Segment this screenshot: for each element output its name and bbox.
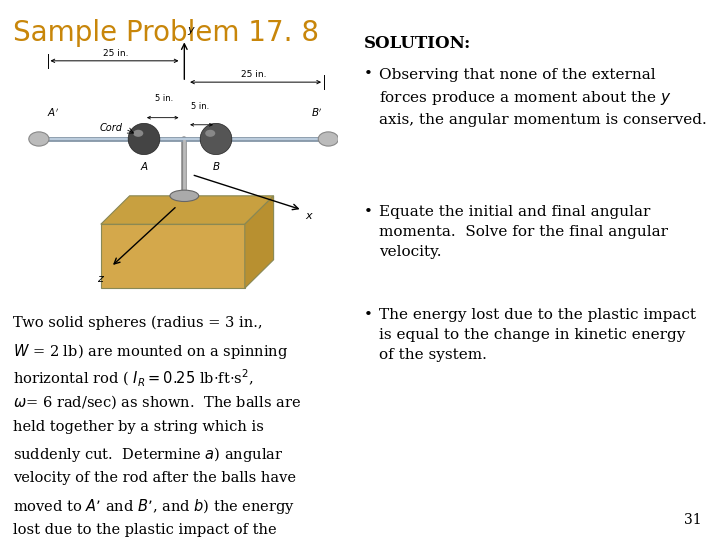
Text: $x$: $x$ — [305, 212, 314, 221]
Text: held together by a string which is: held together by a string which is — [13, 420, 264, 434]
Text: Observing that none of the external
forces produce a moment about the $y$
axis, : Observing that none of the external forc… — [379, 68, 707, 127]
Text: •: • — [364, 308, 372, 322]
Text: suddenly cut.  Determine $a$) angular: suddenly cut. Determine $a$) angular — [13, 446, 284, 464]
Text: Sample Problem 17. 8: Sample Problem 17. 8 — [13, 19, 319, 47]
Text: Two solid spheres (radius = 3 in.,: Two solid spheres (radius = 3 in., — [13, 316, 263, 330]
Text: 5 in.: 5 in. — [155, 94, 174, 104]
Polygon shape — [245, 196, 274, 288]
Ellipse shape — [170, 190, 199, 201]
Text: $B$: $B$ — [212, 160, 220, 172]
Text: Cord: Cord — [99, 123, 122, 133]
Ellipse shape — [200, 123, 232, 154]
Ellipse shape — [318, 132, 338, 146]
Text: $A$: $A$ — [140, 160, 148, 172]
Text: $\omega$= 6 rad/sec) as shown.  The balls are: $\omega$= 6 rad/sec) as shown. The balls… — [13, 394, 301, 411]
Text: lost due to the plastic impact of the: lost due to the plastic impact of the — [13, 523, 276, 537]
Text: 5 in.: 5 in. — [191, 102, 210, 111]
Polygon shape — [101, 224, 245, 288]
Text: 25 in.: 25 in. — [241, 70, 267, 79]
Text: 31: 31 — [685, 512, 702, 526]
Text: •: • — [364, 68, 372, 82]
Text: $z$: $z$ — [96, 274, 105, 284]
Text: $A'$: $A'$ — [47, 107, 60, 119]
Text: SOLUTION:: SOLUTION: — [364, 35, 471, 52]
Ellipse shape — [133, 130, 143, 137]
Text: velocity of the rod after the balls have: velocity of the rod after the balls have — [13, 471, 296, 485]
Text: 25 in.: 25 in. — [103, 49, 129, 58]
Ellipse shape — [128, 123, 160, 154]
Text: Equate the initial and final angular
momenta.  Solve for the final angular
veloc: Equate the initial and final angular mom… — [379, 205, 668, 259]
Text: horizontal rod ( $I_R = 0.25$ lb$\cdot$ft$\cdot$s$^2$,: horizontal rod ( $I_R = 0.25$ lb$\cdot$f… — [13, 368, 253, 389]
Text: $B'$: $B'$ — [311, 107, 323, 119]
Ellipse shape — [205, 130, 215, 137]
Text: The energy lost due to the plastic impact
is equal to the change in kinetic ener: The energy lost due to the plastic impac… — [379, 308, 696, 362]
Text: •: • — [364, 205, 372, 219]
Polygon shape — [101, 196, 274, 224]
Ellipse shape — [29, 132, 49, 146]
Text: $y$: $y$ — [187, 25, 196, 37]
Text: $W$ = 2 lb) are mounted on a spinning: $W$ = 2 lb) are mounted on a spinning — [13, 342, 288, 361]
Text: moved to $A$’ and $B$’, and $b$) the energy: moved to $A$’ and $B$’, and $b$) the ene… — [13, 497, 295, 516]
